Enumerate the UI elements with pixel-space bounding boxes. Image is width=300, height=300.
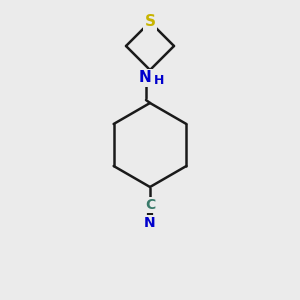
Text: N: N xyxy=(139,70,152,86)
Text: C: C xyxy=(145,198,155,212)
Text: H: H xyxy=(154,74,164,86)
Text: S: S xyxy=(145,14,155,29)
Text: N: N xyxy=(144,216,156,230)
